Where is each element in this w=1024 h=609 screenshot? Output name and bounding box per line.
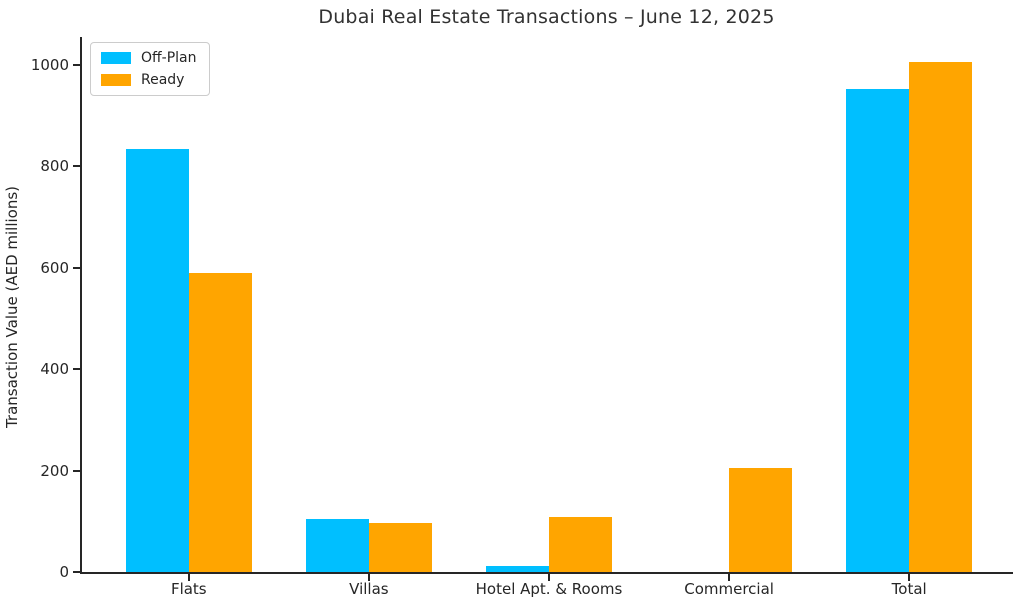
y-tick-mark-800 xyxy=(73,165,80,168)
legend-label-ready: Ready xyxy=(141,72,185,88)
chart-title: Dubai Real Estate Transactions – June 12… xyxy=(318,6,775,28)
bar-off-plan-villas xyxy=(306,518,369,572)
y-axis-label: Transaction Value (AED millions) xyxy=(3,185,21,429)
y-tick-label-600: 600 xyxy=(40,258,69,277)
bar-off-plan-total xyxy=(846,88,910,572)
y-tick-mark-400 xyxy=(73,368,80,371)
y-tick-mark-0 xyxy=(73,571,80,573)
legend-label-off-plan: Off-Plan xyxy=(141,50,197,66)
y-tick-label-200: 200 xyxy=(40,461,69,480)
bar-ready-villas xyxy=(368,523,432,572)
x-tick-label-villas: Villas xyxy=(349,580,389,598)
x-tick-mark-flats xyxy=(187,574,190,581)
legend: Off-Plan Ready xyxy=(90,42,210,96)
legend-item-off-plan: Off-Plan xyxy=(101,50,197,66)
y-tick-mark-600 xyxy=(73,266,80,269)
y-tick-mark-1000 xyxy=(73,63,80,66)
y-tick-label-1000: 1000 xyxy=(30,55,69,74)
x-tick-label-flats: Flats xyxy=(170,580,207,598)
x-tick-label-total: Total xyxy=(891,580,927,598)
plot-area: Off-Plan Ready 0 200 400 600 800 1000 Flats Vill… xyxy=(31,37,1013,598)
y-tick-mark-200 xyxy=(73,469,80,472)
x-tick-mark-commercial xyxy=(728,574,731,581)
x-tick-label-hotel-apt-rooms: Hotel Apt. & Rooms xyxy=(475,580,623,598)
y-tick-label-800: 800 xyxy=(40,157,69,176)
bar-ready-hotel-apt-rooms xyxy=(548,517,612,572)
bar-ready-total xyxy=(909,61,973,572)
legend-swatch-off-plan xyxy=(101,52,131,64)
x-tick-mark-total xyxy=(908,574,911,581)
legend-item-ready: Ready xyxy=(101,72,197,88)
x-tick-mark-hotel-apt-rooms xyxy=(547,574,550,581)
x-tick-mark-villas xyxy=(367,574,370,581)
bar-ready-flats xyxy=(188,272,252,572)
legend-swatch-ready xyxy=(101,74,131,86)
bar-off-plan-hotel-apt-rooms xyxy=(486,565,549,572)
bar-ready-commercial xyxy=(729,468,792,572)
bar-off-plan-flats xyxy=(125,148,189,572)
y-tick-label-400: 400 xyxy=(40,360,69,379)
x-tick-label-commercial: Commercial xyxy=(684,580,774,598)
y-tick-label-0: 0 xyxy=(59,563,69,581)
